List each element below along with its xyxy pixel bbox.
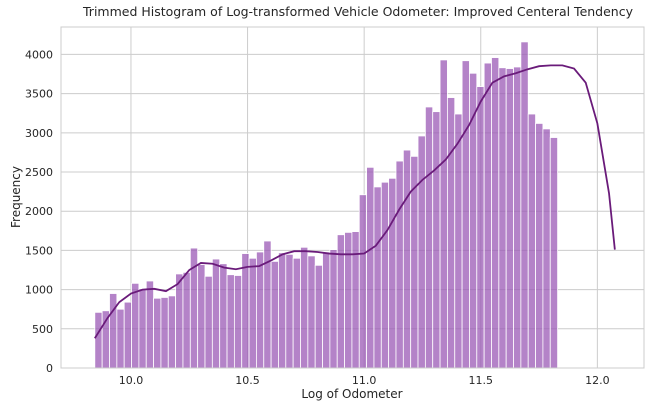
x-axis-ticks: 10.0 10.5 11.0 11.5 12.0	[119, 374, 610, 387]
histogram-bar	[535, 123, 544, 369]
histogram-bar	[358, 194, 368, 369]
x-tick-label: 12.0	[585, 374, 610, 387]
histogram-bar	[417, 135, 426, 369]
histogram-bar	[447, 97, 456, 369]
histogram-bar	[153, 297, 162, 369]
histogram-bar	[109, 293, 118, 369]
histogram-bar	[138, 288, 147, 369]
histogram-bar	[527, 113, 536, 369]
histogram-bars	[94, 41, 558, 369]
y-tick-label: 1000	[25, 284, 53, 297]
histogram-bar	[219, 263, 228, 369]
x-tick-label: 11.0	[352, 374, 377, 387]
histogram-bar	[314, 264, 323, 369]
histogram-bar	[241, 253, 250, 369]
histogram-bar	[373, 186, 382, 369]
x-axis-label: Log of Odometer	[301, 387, 402, 401]
histogram-bar	[167, 295, 177, 369]
histogram-bar	[380, 181, 390, 369]
histogram-bar	[116, 308, 125, 369]
plot-frame	[60, 26, 645, 369]
histogram-bar	[248, 257, 257, 369]
histogram-bar	[307, 255, 316, 369]
histogram-bar	[388, 177, 397, 369]
y-tick-label: 4000	[25, 48, 53, 61]
histogram-bar	[454, 113, 463, 369]
kde-curve	[94, 64, 616, 339]
histogram-bar	[344, 231, 353, 369]
histogram-bar	[402, 149, 412, 369]
x-tick-label: 10.0	[119, 374, 144, 387]
histogram-bar	[366, 166, 375, 369]
histogram-bar	[292, 257, 301, 369]
histogram-bar	[131, 282, 140, 369]
histogram-bar	[329, 249, 338, 369]
histogram-bar	[549, 137, 558, 369]
histogram-bar	[285, 253, 294, 369]
histogram-bar	[270, 260, 279, 369]
histogram-bar	[256, 251, 265, 369]
histogram-bar	[123, 301, 132, 369]
y-tick-label: 3500	[25, 88, 53, 101]
histogram-bar	[513, 66, 522, 369]
histogram-bar	[197, 264, 206, 369]
histogram-bar	[483, 62, 492, 369]
y-tick-label: 0	[46, 362, 53, 375]
histogram-bar	[94, 311, 103, 369]
y-axis-ticks: 0 500 1000 1500 2000 2500 3000 3500 4000	[25, 48, 53, 375]
histogram-bar	[461, 60, 470, 369]
y-tick-label: 2000	[25, 205, 53, 218]
x-tick-label: 11.5	[469, 374, 494, 387]
chart-title: Trimmed Histogram of Log-transformed Veh…	[82, 4, 634, 19]
histogram-bar	[498, 67, 507, 369]
y-tick-label: 3000	[25, 127, 53, 140]
y-tick-label: 2500	[25, 166, 53, 179]
histogram-bar	[542, 128, 551, 369]
y-tick-label: 500	[32, 323, 53, 336]
histogram-bar	[491, 57, 500, 369]
histogram-bar	[322, 251, 331, 369]
histogram-bar	[476, 86, 485, 369]
histogram-bar	[439, 59, 448, 369]
histogram-bar	[395, 160, 404, 369]
histogram-bar	[182, 271, 191, 369]
histogram-bar	[233, 275, 243, 369]
histogram-bar	[505, 68, 514, 369]
histogram-bar	[175, 273, 184, 369]
histogram-bar	[278, 252, 287, 369]
histogram-bar	[520, 41, 529, 369]
histogram-bar	[204, 275, 213, 369]
histogram-bar	[351, 231, 360, 369]
histogram-bar	[211, 258, 221, 369]
x-tick-label: 10.5	[235, 374, 260, 387]
histogram-bar	[432, 111, 441, 369]
histogram-bar	[226, 274, 235, 369]
histogram-bar	[160, 297, 169, 369]
histogram-bar	[424, 106, 434, 369]
y-tick-label: 1500	[25, 244, 53, 257]
histogram-bar	[145, 280, 154, 369]
histogram-bar	[300, 246, 309, 369]
y-axis-label: Frequency	[9, 166, 23, 228]
